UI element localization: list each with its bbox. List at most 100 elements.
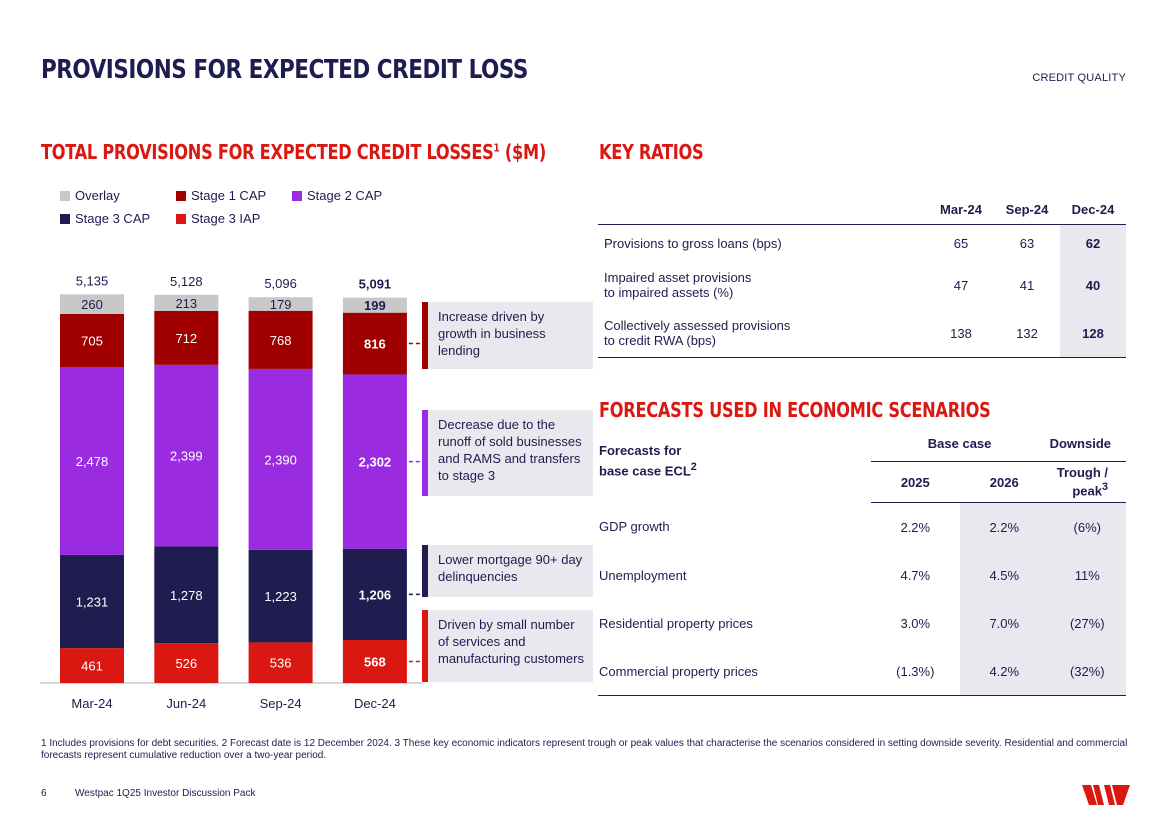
col-dec24: Dec-24 <box>1060 194 1126 225</box>
bar-segment <box>342 640 407 683</box>
bar-segment-label: 1,206 <box>359 587 392 602</box>
bar-segment-label: 712 <box>175 331 197 346</box>
x-tick-label: Jun-24 <box>166 696 206 711</box>
cell-highlight: (27%) <box>1048 599 1126 647</box>
page-title: PROVISIONS FOR EXPECTED CREDIT LOSS <box>41 55 528 85</box>
section-tag: CREDIT QUALITY <box>1032 72 1126 84</box>
x-tick-label: Dec-24 <box>354 696 396 711</box>
legend-item-stage2: Stage 2 CAP <box>292 188 382 203</box>
row-label: GDP growth <box>599 519 670 535</box>
bar-segment <box>248 642 313 683</box>
footnote: 1 Includes provisions for debt securitie… <box>41 738 1128 761</box>
legend-swatch <box>176 190 186 201</box>
key-ratios-title: KEY RATIOS <box>599 140 704 164</box>
cell-highlight: 4.2% <box>959 647 1049 696</box>
stacked-bar-chart: 461 1,231 2,478 705 260 5,135 Mar-24 526 1,278 2,… <box>40 273 422 711</box>
col-trough-line2: peak <box>1072 483 1102 499</box>
chart-title: TOTAL PROVISIONS FOR EXPECTED CREDIT LOS… <box>41 140 546 164</box>
x-tick-label: Sep-24 <box>260 696 302 711</box>
bar-segment <box>60 367 124 555</box>
cell-highlight: 2.2% <box>959 502 1049 551</box>
key-ratios-table: Mar-24 Sep-24 Dec-24 Provisions to gross… <box>598 194 1126 358</box>
forecasts-corner-line2: base case ECL <box>599 463 691 479</box>
legend-swatch <box>292 190 302 201</box>
col-2026: 2026 <box>959 461 1049 503</box>
legend-label: Stage 3 IAP <box>191 211 261 226</box>
table-row: Impaired asset provisions to impaired ass… <box>598 261 1126 309</box>
group-downside: Downside <box>1048 425 1126 462</box>
westpac-logo-icon <box>1082 785 1130 805</box>
cell: 41 <box>1019 277 1035 293</box>
cell: 47 <box>953 277 969 293</box>
bar-segment <box>248 297 313 311</box>
bar-segment-label: 2,302 <box>359 455 392 470</box>
cell: 2.2% <box>900 519 931 535</box>
legend-swatch <box>60 190 70 201</box>
bar-segment-label: 2,390 <box>264 452 297 467</box>
cell: 3.0% <box>900 615 931 631</box>
bar-segment <box>154 310 219 365</box>
row-label: Unemployment <box>599 567 687 583</box>
callout-stage3iap: Driven by small number of services and m… <box>422 610 593 682</box>
bar-segment-label: 2,478 <box>76 454 109 469</box>
x-tick-label: Mar-24 <box>71 696 112 711</box>
cell-highlight: 62 <box>1060 224 1126 261</box>
bar-segment <box>342 297 407 313</box>
bar-segment-label: 1,223 <box>264 589 297 604</box>
legend-item-overlay: Overlay <box>60 188 120 203</box>
chart-title-suffix: ($M) <box>499 140 546 164</box>
group-base-case: Base case <box>870 425 1049 462</box>
footer-source: Westpac 1Q25 Investor Discussion Pack <box>75 788 256 799</box>
cell-highlight: 7.0% <box>959 599 1049 647</box>
bar-segment <box>342 374 407 549</box>
bar-segment <box>248 549 313 643</box>
bar-segment <box>154 546 219 644</box>
callout-text: Driven by small number of services and m… <box>438 617 584 666</box>
bar-segment <box>60 648 124 683</box>
bar-segment <box>154 294 219 311</box>
page-number: 6 <box>41 788 47 799</box>
cell-highlight: (6%) <box>1048 502 1126 551</box>
cell: 63 <box>1019 235 1035 251</box>
row-label: Commercial property prices <box>598 647 871 696</box>
chart-legend: Overlay Stage 1 CAP Stage 2 CAP Stage 3 … <box>60 188 410 228</box>
bar-segment-label: 526 <box>175 656 197 671</box>
bar-segment <box>248 310 313 369</box>
bar-segment-label: 1,231 <box>76 595 109 610</box>
bar-segment-label: 213 <box>175 296 197 311</box>
row-label-line2: to credit RWA (bps) <box>604 333 716 348</box>
bar-segment-label: 768 <box>270 333 292 348</box>
cell-highlight: 4.5% <box>959 551 1049 599</box>
col-2025: 2025 <box>870 461 960 503</box>
callout-text: Decrease due to the runoff of sold busin… <box>438 417 582 483</box>
row-label: Impaired asset provisions to impaired ass… <box>598 261 928 309</box>
forecasts-corner-line1: Forecasts for <box>599 443 682 458</box>
bar-segment <box>154 364 219 547</box>
key-ratios-corner <box>598 194 928 225</box>
col-trough-peak: Trough / peak3 <box>1048 461 1126 503</box>
col-mar24: Mar-24 <box>928 194 994 225</box>
cell-highlight: 128 <box>1060 309 1126 358</box>
bar-segment-label: 568 <box>364 655 386 670</box>
table-row: Commercial property prices (1.3%) 4.2% (… <box>598 647 1126 696</box>
forecasts-corner-sup: 2 <box>690 461 697 473</box>
chart-title-sup: 1 <box>493 141 500 155</box>
bar-segment <box>248 368 313 550</box>
forecasts-col-header: 2025 2026 Trough / peak3 <box>598 461 1126 503</box>
callout-stage1: Increase driven by growth in business le… <box>422 302 593 369</box>
col-sep24: Sep-24 <box>994 194 1060 225</box>
legend-label: Stage 3 CAP <box>75 211 151 226</box>
row-label: Collectively assessed provisions to credi… <box>598 309 928 358</box>
bar-segment <box>154 643 219 683</box>
forecasts-table: Forecasts for base case ECL2 Base case Do… <box>598 425 1126 696</box>
key-ratios-header: Mar-24 Sep-24 Dec-24 <box>598 194 1126 225</box>
cell: 65 <box>953 235 969 251</box>
bar-total-label: 5,128 <box>170 274 203 289</box>
cell-highlight: 11% <box>1048 551 1126 599</box>
cell: 132 <box>994 309 1060 358</box>
legend-swatch <box>176 213 186 224</box>
cell-highlight: 40 <box>1060 261 1126 309</box>
chart-title-text: TOTAL PROVISIONS FOR EXPECTED CREDIT LOS… <box>41 140 494 164</box>
bar-total-label: 5,091 <box>359 277 392 292</box>
cell: 138 <box>928 309 994 358</box>
